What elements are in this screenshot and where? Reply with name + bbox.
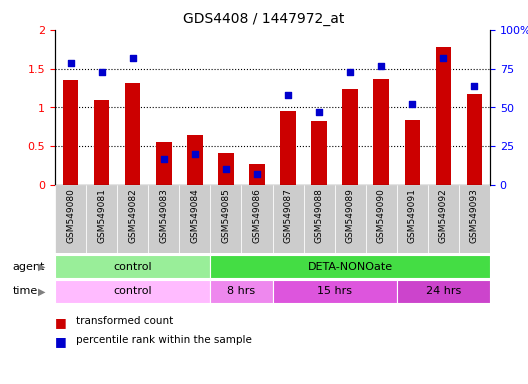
Point [408, 101, 417, 108]
Text: 15 hrs: 15 hrs [317, 286, 352, 296]
Text: DETA-NONOate: DETA-NONOate [308, 262, 393, 271]
Bar [180, 185, 210, 253]
Text: control: control [114, 262, 152, 271]
Text: GDS4408 / 1447972_at: GDS4408 / 1447972_at [183, 12, 345, 26]
Text: GSM549085: GSM549085 [221, 189, 230, 243]
Bar [272, 280, 397, 303]
Bar [366, 185, 397, 253]
Bar [467, 94, 482, 185]
Point [67, 60, 75, 66]
Bar [404, 120, 420, 185]
Point [346, 69, 354, 75]
Point [159, 156, 168, 162]
Text: 24 hrs: 24 hrs [426, 286, 461, 296]
Text: ▶: ▶ [38, 262, 45, 271]
Text: GSM549090: GSM549090 [377, 189, 386, 243]
Text: GSM549093: GSM549093 [470, 189, 479, 243]
Text: time: time [13, 286, 38, 296]
Bar [343, 89, 358, 185]
Point [439, 55, 448, 61]
Bar [125, 83, 140, 185]
Text: 8 hrs: 8 hrs [228, 286, 256, 296]
Bar [397, 280, 490, 303]
Text: GSM549082: GSM549082 [128, 189, 137, 243]
Text: ■: ■ [55, 335, 67, 348]
Bar [55, 185, 86, 253]
Bar [218, 153, 234, 185]
Text: ▶: ▶ [38, 286, 45, 296]
Bar [148, 185, 180, 253]
Text: GSM549081: GSM549081 [97, 189, 106, 243]
Point [253, 171, 261, 177]
Bar [86, 185, 117, 253]
Bar [304, 185, 335, 253]
Bar [272, 185, 304, 253]
Bar [210, 185, 241, 253]
Bar [210, 255, 490, 278]
Text: GSM549080: GSM549080 [66, 189, 75, 243]
Bar [94, 100, 109, 185]
Bar [397, 185, 428, 253]
Text: transformed count: transformed count [76, 316, 173, 326]
Bar [156, 142, 172, 185]
Point [315, 109, 323, 115]
Text: GSM549092: GSM549092 [439, 189, 448, 243]
Bar [241, 185, 272, 253]
Text: GSM549088: GSM549088 [315, 189, 324, 243]
Text: GSM549091: GSM549091 [408, 189, 417, 243]
Bar [210, 280, 272, 303]
Point [470, 83, 479, 89]
Point [284, 92, 293, 98]
Bar [312, 121, 327, 185]
Text: ■: ■ [55, 316, 67, 329]
Text: agent: agent [13, 262, 45, 271]
Bar [436, 47, 451, 185]
Bar [335, 185, 366, 253]
Text: GSM549084: GSM549084 [190, 189, 200, 243]
Point [128, 55, 137, 61]
Bar [55, 280, 210, 303]
Bar [280, 111, 296, 185]
Bar [55, 255, 210, 278]
Bar [63, 80, 78, 185]
Text: GSM549086: GSM549086 [252, 189, 261, 243]
Text: percentile rank within the sample: percentile rank within the sample [76, 335, 252, 345]
Bar [187, 136, 203, 185]
Bar [117, 185, 148, 253]
Point [191, 151, 199, 157]
Bar [249, 164, 265, 185]
Bar [428, 185, 459, 253]
Bar [373, 79, 389, 185]
Text: GSM549089: GSM549089 [346, 189, 355, 243]
Text: GSM549087: GSM549087 [284, 189, 293, 243]
Point [222, 166, 230, 172]
Bar [459, 185, 490, 253]
Text: GSM549083: GSM549083 [159, 189, 168, 243]
Text: control: control [114, 286, 152, 296]
Point [377, 63, 385, 69]
Point [97, 69, 106, 75]
